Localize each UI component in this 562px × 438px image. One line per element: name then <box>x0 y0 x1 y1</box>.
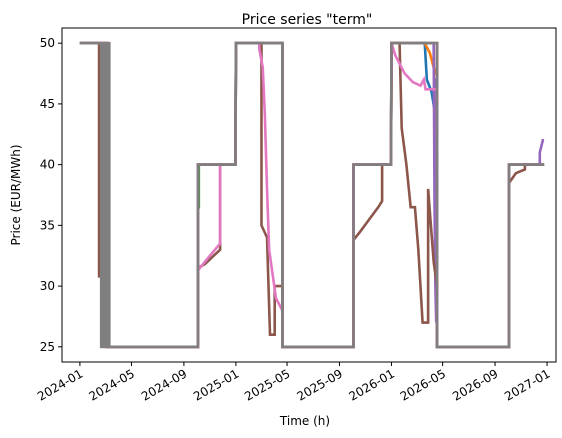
y-tick-label: 50 <box>40 36 55 50</box>
series-line-7 <box>79 41 545 349</box>
y-tick-label: 30 <box>40 279 55 293</box>
y-tick-label: 40 <box>40 158 55 172</box>
series-line-6 <box>79 41 545 349</box>
series-layer <box>79 41 545 349</box>
y-tick-label: 45 <box>40 97 55 111</box>
y-tick-label: 25 <box>40 340 55 354</box>
x-axis-label: Time (h) <box>279 414 330 428</box>
plot-frame <box>61 27 557 363</box>
y-tick-label: 35 <box>40 218 55 232</box>
chart-title: Price series "term" <box>242 12 373 28</box>
y-axis: 25 30 35 40 45 50 <box>40 36 62 354</box>
y-axis-label: Price (EUR/MWh) <box>9 144 23 245</box>
series-line-8 <box>79 41 545 349</box>
